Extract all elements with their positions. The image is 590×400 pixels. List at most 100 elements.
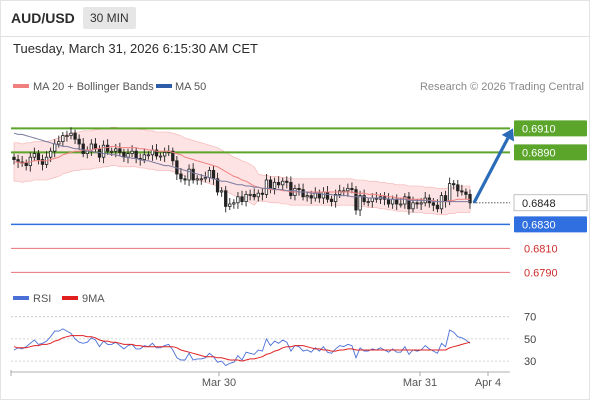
- candle-up: [195, 178, 199, 181]
- candle-down: [240, 196, 244, 203]
- header-bar: AUD/USD 30 MIN: [0, 0, 590, 36]
- candle-up: [110, 150, 114, 153]
- rsi-ma-line: [13, 335, 471, 362]
- candle-up: [158, 155, 163, 158]
- candle-up: [32, 153, 37, 158]
- rsi-ma-legend-swatch: [62, 296, 78, 300]
- x-tick-label: Apr 4: [475, 377, 501, 389]
- candle-down: [325, 191, 330, 200]
- candle-up: [101, 144, 106, 158]
- chart-datetime: Tuesday, March 31, 2026 6:15:30 AM CET: [13, 41, 258, 56]
- candle-down: [354, 189, 358, 211]
- candle-down: [289, 181, 293, 196]
- candle-up: [69, 132, 73, 136]
- candle-up: [264, 179, 269, 195]
- forecast-arrow-shaft: [472, 137, 510, 204]
- candle-down: [224, 190, 228, 207]
- level-label-0.6810: 0.6810: [524, 243, 558, 255]
- candle-up: [281, 180, 285, 186]
- candle-up: [203, 177, 208, 180]
- candle-down: [460, 190, 464, 193]
- ma50-line: [13, 132, 470, 203]
- candle-up: [228, 203, 232, 207]
- candle-down: [154, 149, 159, 157]
- candle-down: [395, 198, 399, 205]
- candle-down: [452, 183, 456, 186]
- candle-up: [256, 192, 260, 198]
- candle-up: [346, 187, 350, 192]
- ma20-legend-label: MA 20 + Bollinger Bands: [33, 81, 154, 93]
- candle-down: [183, 178, 187, 181]
- candle-down: [297, 187, 301, 190]
- candle-down: [309, 195, 313, 199]
- candle-up: [199, 178, 203, 181]
- candle-down: [171, 150, 175, 162]
- level-box-0.6830: [514, 216, 587, 233]
- forecast-arrow-head: [501, 128, 515, 142]
- candle-up: [53, 143, 57, 152]
- candle-down: [301, 189, 305, 198]
- candle-up: [439, 195, 444, 210]
- candle-up: [236, 196, 240, 204]
- candle-up: [313, 192, 317, 199]
- instrument-name: AUD/USD: [11, 10, 75, 26]
- rsi-tick-70: 70: [524, 312, 536, 324]
- level-label-0.6830: 0.6830: [522, 219, 556, 231]
- candle-up: [333, 193, 338, 202]
- candle-down: [77, 138, 81, 145]
- candle-down: [350, 187, 354, 190]
- candle-down: [73, 132, 77, 140]
- candle-down: [105, 144, 110, 152]
- candle-down: [443, 195, 448, 203]
- candle-down: [407, 196, 411, 210]
- rsi-ma-legend-label: 9MA: [82, 293, 105, 305]
- candle-down: [211, 169, 216, 180]
- candle-down: [191, 168, 195, 181]
- candle-up: [142, 154, 146, 161]
- level-label-0.6790: 0.6790: [524, 267, 558, 279]
- candle-up: [358, 195, 362, 211]
- candle-down: [36, 153, 41, 161]
- candle-down: [464, 191, 468, 195]
- candle-up: [338, 190, 342, 195]
- rsi-legend-swatch: [13, 296, 29, 300]
- candle-up: [65, 135, 69, 138]
- candle-up: [89, 143, 94, 151]
- candle-down: [415, 202, 419, 205]
- candle-up: [244, 193, 248, 202]
- candle-up: [370, 197, 374, 202]
- candle-up: [419, 202, 423, 205]
- candle-up: [61, 135, 65, 143]
- candle-down: [456, 184, 460, 192]
- candle-down: [215, 178, 220, 193]
- candle-down: [268, 179, 273, 189]
- rsi-tick-50: 50: [524, 334, 536, 346]
- timeframe-button[interactable]: 30 MIN: [83, 7, 136, 29]
- rsi-legend-label: RSI: [33, 293, 51, 305]
- candle-down: [252, 193, 256, 198]
- candle-down: [40, 159, 45, 165]
- candle-up: [207, 169, 212, 178]
- candle-up: [219, 190, 224, 193]
- research-credit: Research © 2026 Trading Central: [420, 81, 584, 93]
- candle-up: [272, 181, 277, 189]
- candle-down: [134, 150, 138, 159]
- candle-down: [362, 195, 366, 203]
- x-tick-label: Mar 31: [403, 377, 437, 389]
- candle-up: [48, 150, 53, 158]
- x-tick-label: Mar 30: [202, 377, 236, 389]
- candle-up: [403, 196, 407, 205]
- current-price-label: 0.6848: [522, 198, 556, 210]
- candle-up: [162, 151, 167, 157]
- candle-down: [179, 173, 183, 180]
- candle-down: [435, 204, 440, 210]
- candle-up: [390, 198, 395, 205]
- candle-up: [305, 195, 309, 198]
- ma50-legend-label: MA 50: [175, 81, 206, 93]
- candle-up: [447, 183, 452, 203]
- candle-down: [276, 181, 281, 186]
- candle-down: [431, 202, 436, 206]
- level-box-0.6890: [514, 144, 587, 161]
- level-label-0.6890: 0.6890: [522, 147, 556, 159]
- rsi-line: [13, 328, 471, 367]
